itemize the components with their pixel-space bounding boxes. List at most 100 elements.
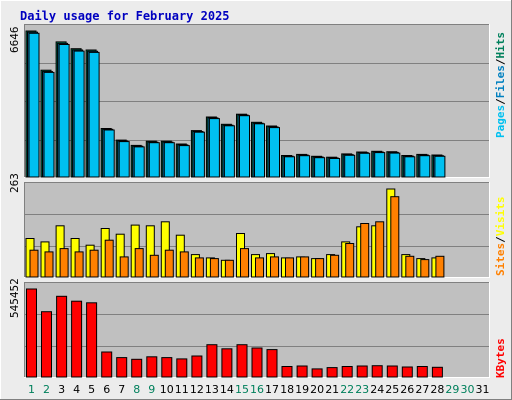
x-tick-label: 18 [280, 383, 294, 396]
panel-hits-files-pages [24, 24, 490, 178]
bar-kbytes-day-23 [356, 365, 368, 378]
bar-pages-day-20 [314, 157, 326, 178]
x-tick-label: 12 [190, 383, 204, 396]
bar-pages-day-17 [269, 127, 280, 178]
bar-pages-day-15 [239, 115, 250, 178]
bar-pages-day-5 [88, 51, 100, 178]
bar-pages-day-24 [374, 152, 386, 178]
bar-sites-day-14 [224, 259, 234, 278]
bar-kbytes-day-2 [41, 311, 52, 378]
x-tick-label: 17 [265, 383, 279, 396]
bar-sites-day-26 [405, 255, 415, 278]
x-tick-label: 27 [415, 383, 429, 396]
legend-pages: Pages [494, 105, 507, 138]
panel-visits-sites [24, 182, 490, 278]
bar-kbytes-day-11 [176, 358, 188, 378]
x-tick-labels: 1 2 3 4 5 6 7 8 9 10 11 12 13 14 15 16 17 18 19 20 21 22 23 24 2… [28, 383, 490, 396]
bar-kbytes-day-14 [221, 348, 233, 378]
bar-pages-day-12 [193, 131, 205, 178]
bar-kbytes-day-27 [416, 366, 428, 378]
panel-kbytes [24, 282, 490, 378]
x-tick-label: 20 [310, 383, 324, 396]
x-tick-label: 26 [400, 383, 414, 396]
x-tick-label: 30 [461, 383, 475, 396]
bar-sites-day-10 [164, 249, 174, 278]
x-tick-label: 9 [148, 383, 155, 396]
bar-kbytes-day-15 [236, 344, 248, 378]
x-tick-label: 1 [28, 383, 35, 396]
bar-sites-day-27 [420, 259, 430, 278]
x-tick-label: 14 [220, 383, 234, 396]
bar-kbytes-day-4 [71, 300, 83, 378]
x-tick-label: 4 [73, 383, 80, 396]
bar-kbytes-day-19 [296, 365, 308, 378]
legend-separator: / [494, 236, 507, 243]
bar-pages-day-4 [73, 50, 85, 178]
bar-kbytes-day-26 [401, 366, 413, 378]
bar-pages-day-6 [103, 129, 115, 178]
bar-kbytes-day-16 [251, 347, 263, 378]
bar-pages-day-23 [359, 152, 371, 178]
legend-hits: Hits [494, 32, 507, 59]
bar-sites-day-25 [390, 196, 400, 278]
bar-sites-day-18 [285, 257, 294, 278]
x-tick-label: 13 [205, 383, 219, 396]
y-max-label-visits: 263 [8, 173, 21, 193]
bar-pages-day-14 [223, 125, 235, 178]
legend-visits: Visits [494, 197, 507, 237]
x-tick-label: 19 [295, 383, 309, 396]
bar-kbytes-day-9 [146, 356, 158, 378]
bar-sites-day-28 [435, 255, 445, 278]
bar-sites-day-7 [119, 256, 129, 278]
x-tick-label: 21 [325, 383, 339, 396]
bar-kbytes-day-13 [206, 344, 218, 378]
bar-kbytes-day-5 [86, 302, 98, 378]
bar-kbytes-day-17 [266, 349, 278, 378]
bar-pages-day-22 [344, 154, 356, 178]
legend-pages-files-hits: Pages/Files/Hits [494, 32, 507, 138]
bar-kbytes-day-24 [371, 365, 383, 378]
bar-pages-day-26 [404, 156, 416, 178]
bar-sites-day-8 [134, 248, 144, 278]
x-tick-label: 6 [103, 383, 110, 396]
chart-title: Daily usage for February 2025 [20, 9, 230, 23]
bar-sites-day-2 [44, 251, 54, 278]
bar-sites-day-5 [89, 249, 99, 278]
x-tick-label: 5 [88, 383, 95, 396]
x-tick-label: 3 [58, 383, 65, 396]
bar-pages-day-27 [419, 155, 431, 178]
y-max-label-kbytes: 545452 [8, 278, 21, 318]
bar-sites-day-12 [194, 257, 204, 278]
bar-kbytes-day-12 [191, 355, 203, 378]
bar-pages-day-3 [58, 44, 70, 178]
y-max-label-hits: 6646 [8, 27, 21, 54]
x-tick-label: 31 [476, 383, 490, 396]
bar-sites-day-15 [240, 248, 249, 278]
bar-pages-day-7 [118, 141, 130, 178]
x-tick-label: 7 [118, 383, 125, 396]
bar-sites-day-1 [29, 249, 39, 278]
x-tick-label: 15 [235, 383, 249, 396]
bar-kbytes-day-28 [431, 366, 443, 378]
bar-pages-day-21 [329, 158, 341, 178]
legend-separator: / [494, 58, 507, 65]
bar-sites-day-24 [375, 221, 385, 278]
legend-separator: / [494, 98, 507, 105]
bar-sites-day-16 [255, 257, 264, 278]
legend-files: Files [494, 65, 507, 98]
bar-kbytes-day-3 [56, 295, 68, 378]
bar-sites-day-22 [345, 243, 355, 278]
bar-kbytes-day-7 [116, 357, 128, 378]
bar-kbytes-day-6 [101, 351, 113, 378]
bar-pages-day-16 [254, 123, 265, 178]
bar-sites-day-9 [149, 254, 159, 278]
x-tick-label: 25 [385, 383, 399, 396]
bar-sites-day-13 [209, 258, 219, 278]
bar-sites-day-20 [315, 258, 325, 278]
x-tick-label: 8 [133, 383, 140, 396]
bar-pages-day-28 [434, 155, 446, 178]
bar-kbytes-day-1 [26, 288, 37, 378]
bar-kbytes-day-10 [161, 357, 173, 378]
